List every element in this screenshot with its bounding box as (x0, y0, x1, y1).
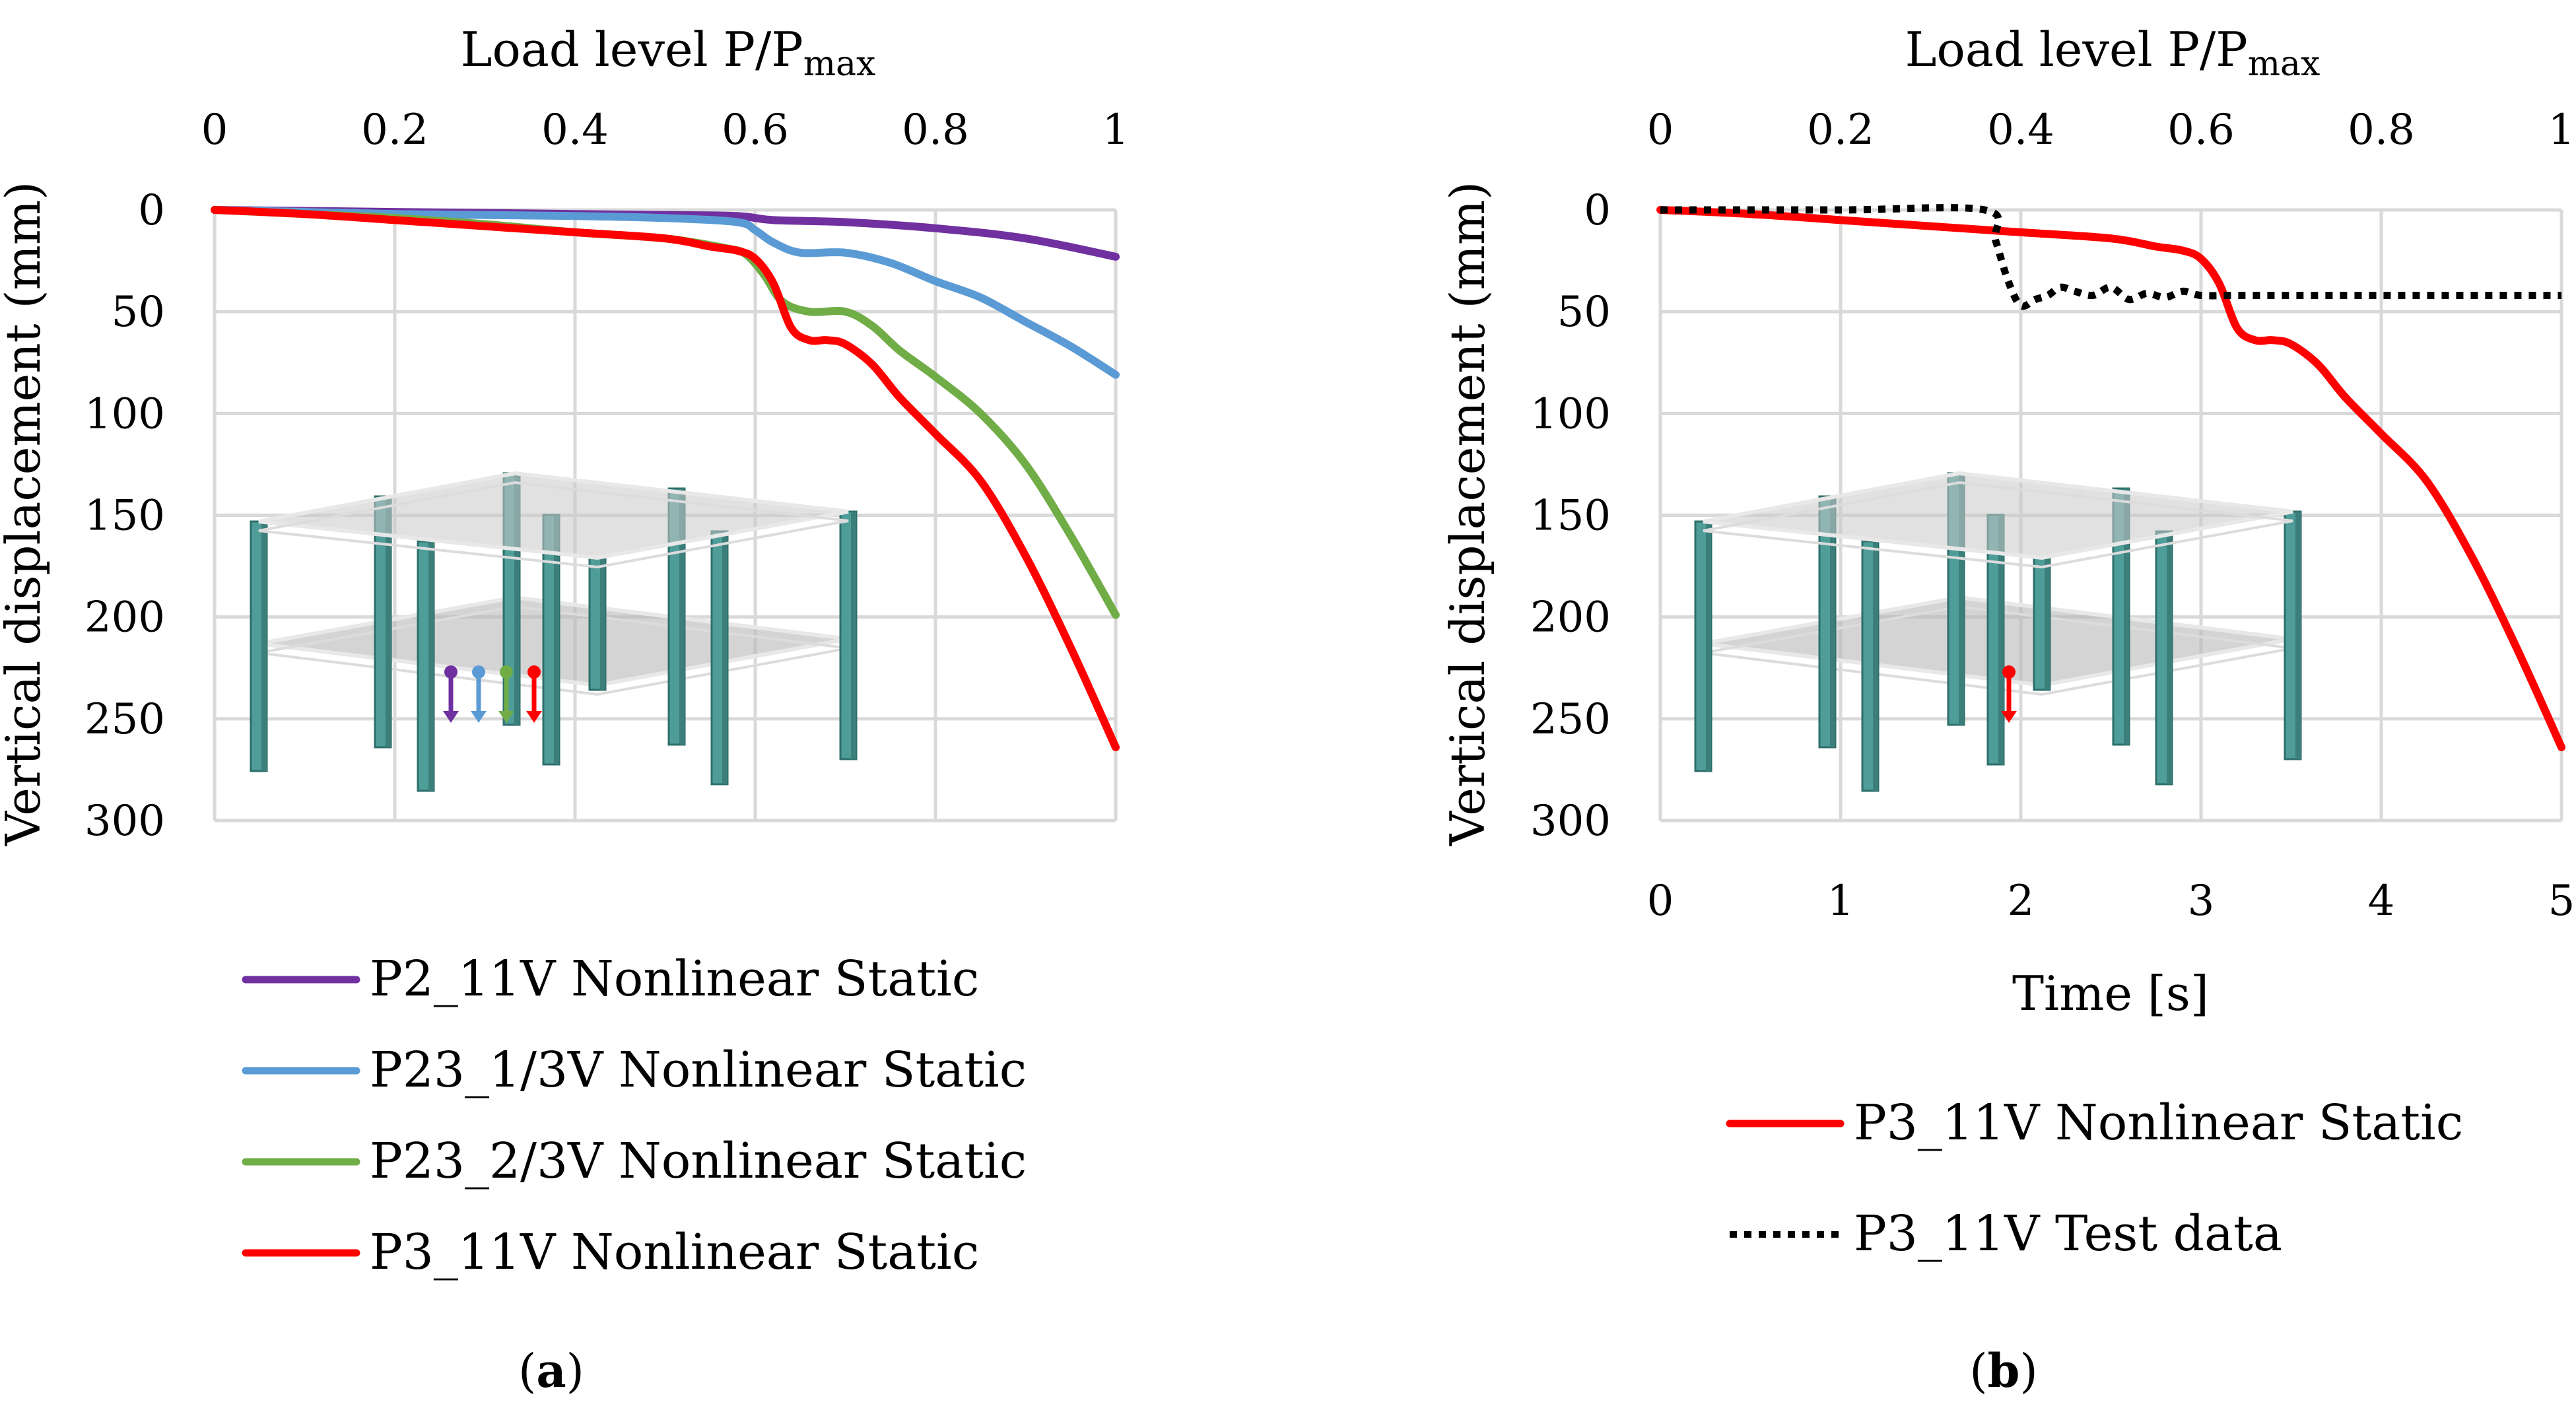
x-tick-label-top: 0.8 (902, 106, 969, 154)
structure-column-shade (1830, 496, 1835, 747)
panel-a-grid (213, 208, 1118, 823)
upper-slab-edge (258, 481, 849, 569)
structure-column-shade (2124, 488, 2129, 745)
load-arrow-head (443, 711, 459, 723)
y-tick-label: 200 (1530, 593, 1611, 642)
structure-column-shade (1959, 473, 1964, 725)
structure-column-shade (261, 521, 267, 771)
x-tick-label-top: 0.6 (2167, 106, 2235, 154)
panel-b-series-group (1656, 204, 2565, 751)
structure-column-shade (514, 473, 520, 725)
series-line-1 (1656, 206, 2565, 751)
legend-entry-label: P3_11V Nonlinear Static (370, 1224, 979, 1281)
panel-a-y-axis-label: Vertical displacement (mm) (0, 182, 51, 846)
panel-a-legend: P2_11V Nonlinear Static P23_1/3V Nonlinea… (242, 951, 1027, 1281)
y-tick-label: 150 (85, 492, 165, 541)
legend-entry-label: P23_1/3V Nonlinear Static (370, 1042, 1027, 1098)
upper-slab-edge (1703, 481, 2293, 569)
legend-entry-label: P2_11V Nonlinear Static (370, 951, 979, 1007)
y-tick-label: 250 (85, 695, 165, 744)
x-tick-label-top: 1 (2548, 106, 2575, 154)
structure-column-shade (600, 558, 605, 690)
legend-entry-label: P3_11V Nonlinear Static (1854, 1094, 2463, 1151)
upper-slab (1703, 471, 2293, 560)
y-tick-label: 50 (112, 288, 165, 337)
x-tick-label-bottom: 5 (2548, 877, 2575, 925)
panel-a-series-group (211, 206, 1120, 751)
y-tick-label: 100 (85, 389, 165, 438)
structure-column-shade (1873, 541, 1878, 791)
x-tick-label-top: 0 (1647, 106, 1674, 154)
structure-column-shade (2045, 558, 2050, 690)
x-tick-label-top: 1 (1102, 106, 1130, 154)
x-tick-label-bottom: 2 (2008, 877, 2035, 925)
structure-column-shade (428, 541, 434, 791)
x-tick-label-top: 0.6 (722, 106, 789, 154)
structure-column-shade (722, 531, 728, 784)
structure-column-shade (851, 512, 856, 759)
y-tick-label: 0 (138, 186, 165, 235)
structure-column-shade (2295, 512, 2301, 759)
series-line-2 (211, 206, 1120, 379)
panel-b-top-axis-label: Load level P/Pmax (1905, 22, 2321, 84)
panel-a-label: (a) (518, 1343, 584, 1398)
x-tick-label-bottom: 1 (1827, 877, 1854, 925)
load-arrow-head (471, 711, 487, 723)
upper-slab (258, 471, 849, 560)
series-line-4 (211, 206, 1120, 751)
panel-a-top-axis-label: Load level P/Pmax (461, 22, 876, 84)
panel-b-legend: P3_11V Nonlinear Static P3_11V Test data (1726, 1094, 2463, 1262)
load-arrow-head (2001, 711, 2017, 723)
panel-b-bottom-axis-label: Time [s] (2012, 966, 2209, 1021)
y-tick-label: 250 (1530, 695, 1611, 744)
y-tick-label: 50 (1557, 288, 1611, 337)
y-tick-label: 150 (1530, 492, 1611, 541)
structure-column-shade (554, 515, 559, 764)
x-tick-label-top: 0.8 (2348, 106, 2415, 154)
x-tick-label-top: 0.4 (541, 106, 609, 154)
load-arrow-head (526, 711, 542, 723)
x-tick-label-bottom: 3 (2188, 877, 2215, 925)
x-tick-label-top: 0.4 (1987, 106, 2054, 154)
series-line-2 (1660, 204, 2561, 310)
load-arrow-head (498, 711, 514, 723)
legend-entry-label: P3_11V Test data (1854, 1205, 2282, 1262)
panel-b-y-axis-label: Vertical displacement (mm) (1440, 182, 1495, 846)
panel-a-ticks: 0 0.2 0.4 0.6 0.8 1 0 50 100 150 200 250 300 (85, 106, 1130, 846)
panel-b-structure-illustration (1694, 471, 2302, 792)
x-tick-label-top: 0.2 (361, 106, 428, 154)
structure-column-shade (386, 496, 391, 747)
x-tick-label-top: 0 (201, 106, 228, 154)
structure-column-shade (1998, 515, 2004, 764)
y-tick-label: 300 (85, 797, 165, 846)
structure-column-shade (2167, 531, 2172, 784)
x-tick-label-bottom: 4 (2368, 877, 2395, 925)
structure-column-shade (679, 488, 685, 745)
panel-a: 0 0.2 0.4 0.6 0.8 1 0 50 100 150 200 250 300 Load le… (0, 22, 1129, 1398)
y-tick-label: 200 (85, 593, 165, 642)
x-tick-label-top: 0.2 (1807, 106, 1874, 154)
panel-b-grid (1658, 208, 2563, 823)
x-tick-label-bottom: 0 (1647, 877, 1674, 925)
y-tick-label: 100 (1530, 389, 1611, 438)
legend-entry-label: P23_2/3V Nonlinear Static (370, 1133, 1027, 1190)
y-tick-label: 300 (1530, 797, 1611, 846)
panel-b-label: (b) (1969, 1343, 2038, 1398)
y-tick-label: 0 (1584, 186, 1611, 235)
panel-a-structure-illustration (250, 471, 858, 792)
structure-column-shade (1706, 521, 1711, 771)
